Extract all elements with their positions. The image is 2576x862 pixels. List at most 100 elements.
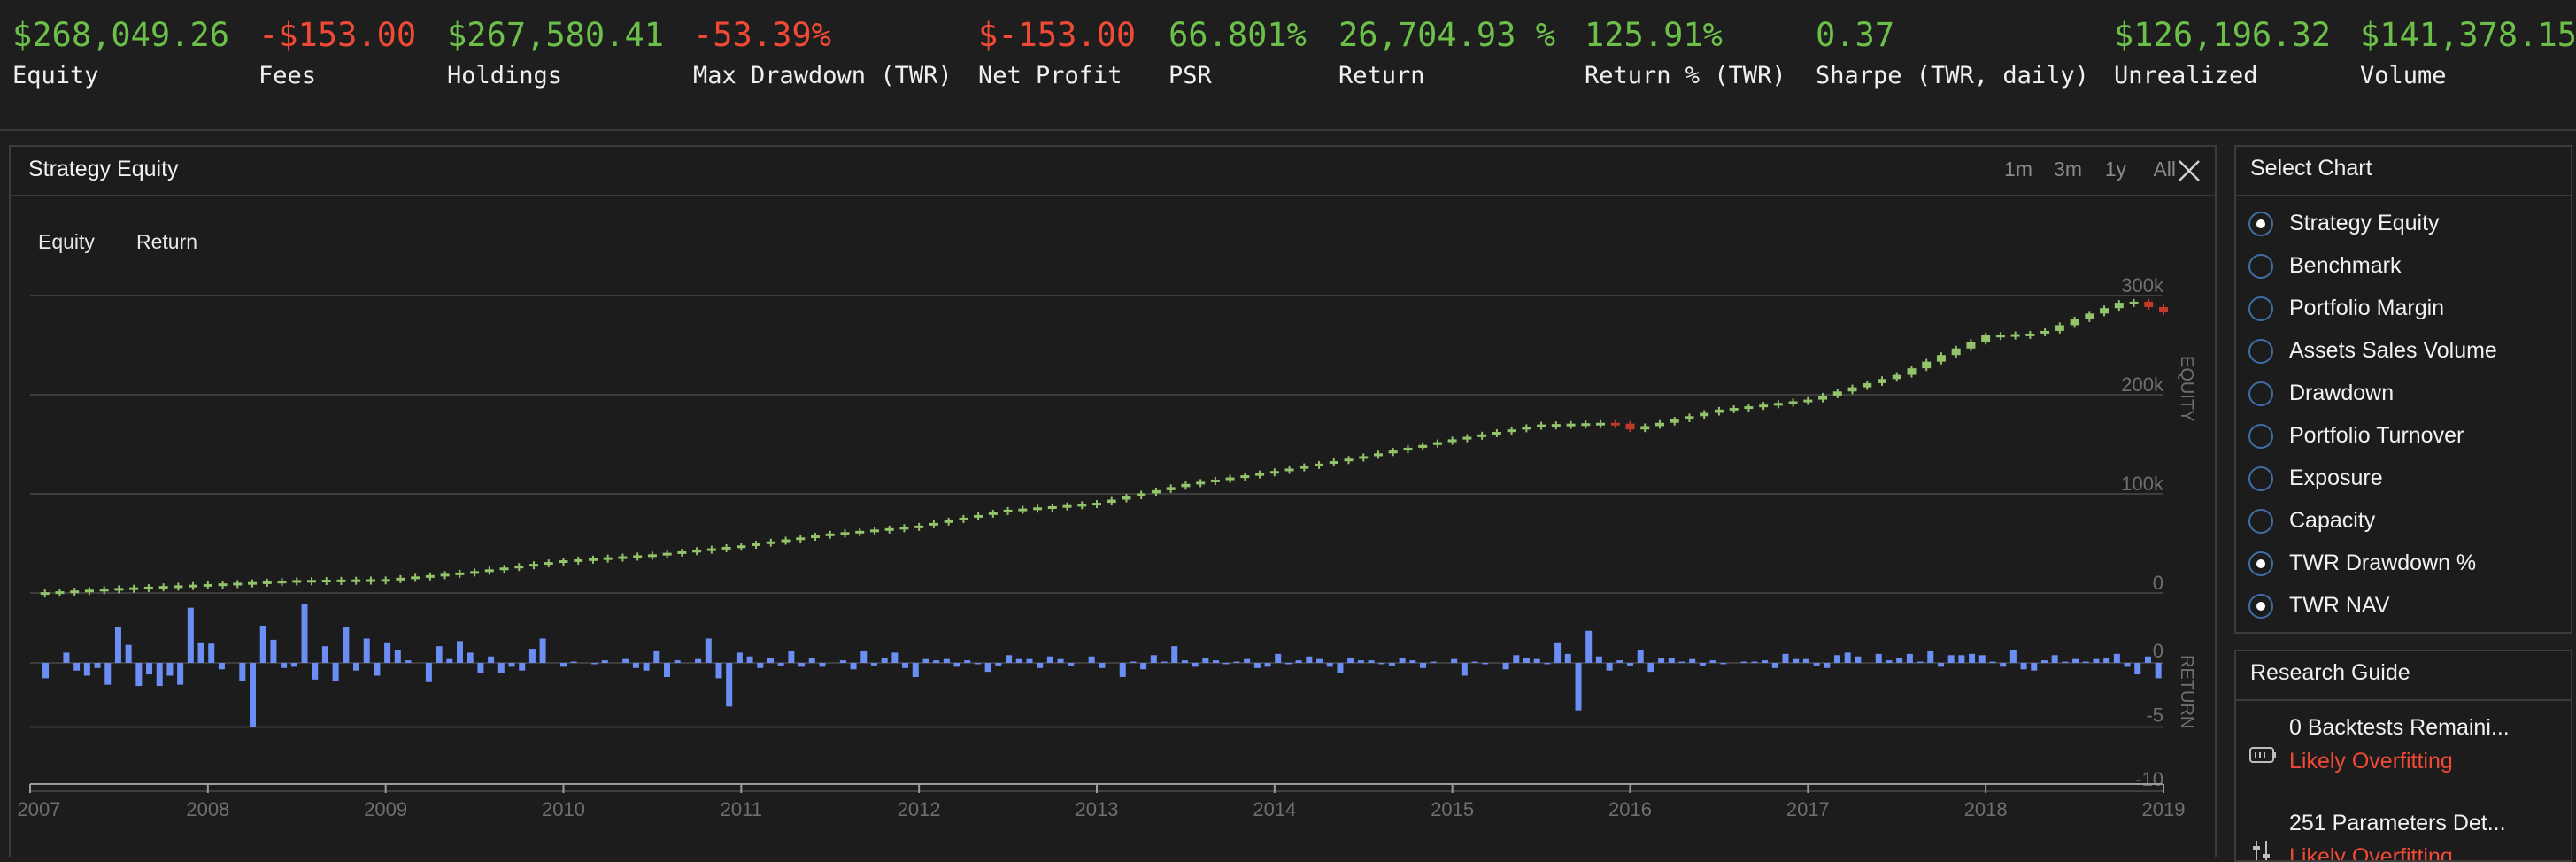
sliders-icon <box>2253 841 2270 860</box>
chart-option-strategy-equity[interactable]: Strategy Equity <box>2248 205 2558 244</box>
equity-tick-label: 200k <box>2121 373 2164 396</box>
equity-candle <box>1654 422 1664 427</box>
return-bar <box>964 660 971 663</box>
range-all-button[interactable]: All <box>2153 158 2176 181</box>
return-bar <box>819 663 826 667</box>
return-bar <box>1937 663 1944 667</box>
chart-option-portfolio-turnover[interactable]: Portfolio Turnover <box>2248 418 2558 457</box>
equity-candle <box>1640 426 1650 430</box>
return-bar <box>270 639 277 663</box>
return-bar <box>1357 660 1364 663</box>
equity-candle <box>306 580 316 583</box>
range-1y-button[interactable]: 1y <box>2104 158 2126 181</box>
legend-return[interactable]: Return <box>136 230 198 253</box>
equity-candle <box>1077 504 1087 507</box>
x-axis-tick-label: 2010 <box>542 798 585 820</box>
x-axis-tick-label: 2009 <box>364 798 407 820</box>
return-bar <box>457 641 464 663</box>
range-3m-button[interactable]: 3m <box>2054 158 2082 181</box>
return-bar <box>1006 655 1013 663</box>
chart-option-capacity[interactable]: Capacity <box>2248 503 2558 542</box>
return-bar <box>1026 658 1033 663</box>
return-bar <box>1855 656 1862 663</box>
chart-option-twr-drawdown[interactable]: TWR Drawdown % <box>2248 545 2558 584</box>
radio-button[interactable] <box>2248 509 2273 534</box>
equity-candle <box>1685 416 1694 419</box>
chart-option-benchmark[interactable]: Benchmark <box>2248 248 2558 287</box>
chart-option-exposure[interactable]: Exposure <box>2248 460 2558 499</box>
radio-button[interactable] <box>2248 296 2273 321</box>
legend-equity[interactable]: Equity <box>38 230 95 253</box>
return-bar <box>1482 663 1489 665</box>
equity-candle <box>1300 466 1309 469</box>
equity-candle <box>1092 503 1101 506</box>
return-bar <box>1046 656 1053 663</box>
return-bar <box>695 658 702 663</box>
return-bar <box>850 663 857 670</box>
equity-candle <box>233 582 243 586</box>
chart-option-twr-nav[interactable]: TWR NAV <box>2248 588 2558 627</box>
equity-candle <box>574 558 583 562</box>
return-bar <box>1337 663 1344 673</box>
radio-button[interactable] <box>2248 381 2273 406</box>
return-bar <box>1202 658 1209 663</box>
return-bar <box>1015 658 1022 663</box>
return-bar <box>881 658 888 663</box>
radio-button[interactable] <box>2248 212 2273 236</box>
equity-candle <box>1107 499 1116 504</box>
equity-candle <box>796 537 806 541</box>
x-axis-tick-label: 2014 <box>1253 798 1296 820</box>
x-axis-tick-label: 2017 <box>1786 798 1830 820</box>
stat-value: 125.91% <box>1585 16 1723 54</box>
radio-label: Portfolio Margin <box>2289 296 2445 320</box>
return-bar <box>2062 661 2069 663</box>
equity-candle <box>143 586 153 589</box>
close-icon[interactable] <box>2176 158 2202 184</box>
chart-panel-title: Strategy Equity <box>28 157 179 181</box>
equity-candle <box>1373 453 1383 457</box>
equity-candle <box>440 573 450 577</box>
equity-candle <box>2144 301 2154 307</box>
return-bar <box>1844 652 1851 663</box>
return-bar <box>860 650 868 663</box>
equity-candle <box>1432 442 1442 445</box>
range-1m-button[interactable]: 1m <box>2004 158 2032 181</box>
return-bar <box>1513 655 1520 663</box>
equity-candle <box>396 577 405 581</box>
return-bar <box>1284 663 1292 665</box>
radio-button[interactable] <box>2248 254 2273 279</box>
return-bar <box>943 658 950 663</box>
radio-button[interactable] <box>2248 339 2273 364</box>
equity-candle <box>1047 506 1057 509</box>
chart-option-portfolio-margin[interactable]: Portfolio Margin <box>2248 290 2558 329</box>
research-guide-panel: Research Guide 0 Backtests Remaini... Li… <box>2234 650 2572 862</box>
radio-button[interactable] <box>2248 466 2273 491</box>
return-bar <box>1068 663 1075 666</box>
chart-option-drawdown[interactable]: Drawdown <box>2248 375 2558 414</box>
stat-volume: $141,378.15 Volume <box>2360 12 2576 94</box>
guide-item-warning: Likely Overfitting <box>2289 749 2453 773</box>
radio-label: Assets Sales Volume <box>2289 338 2497 363</box>
equity-candle <box>248 581 258 585</box>
radio-label: Portfolio Turnover <box>2289 423 2464 448</box>
battery-icon <box>2249 747 2276 763</box>
radio-button[interactable] <box>2248 551 2273 576</box>
chart-option-assets-sales-volume[interactable]: Assets Sales Volume <box>2248 333 2558 372</box>
equity-candle <box>1210 479 1220 482</box>
stat-value: -$153.00 <box>258 16 417 54</box>
return-bar <box>467 652 474 663</box>
equity-candle <box>2129 301 2139 304</box>
return-bar <box>1689 658 1696 663</box>
radio-label: Benchmark <box>2289 253 2402 278</box>
equity-candle <box>929 522 938 526</box>
return-bar <box>1699 663 1706 666</box>
equity-candle <box>1714 409 1724 413</box>
stat-psr: 66.801% PSR <box>1168 12 1307 94</box>
return-bar <box>425 663 432 682</box>
equity-candle <box>70 590 80 594</box>
radio-button[interactable] <box>2248 424 2273 449</box>
equity-candle <box>292 580 302 583</box>
equity-candle <box>1255 473 1265 476</box>
return-bar <box>104 663 112 685</box>
radio-button[interactable] <box>2248 594 2273 619</box>
